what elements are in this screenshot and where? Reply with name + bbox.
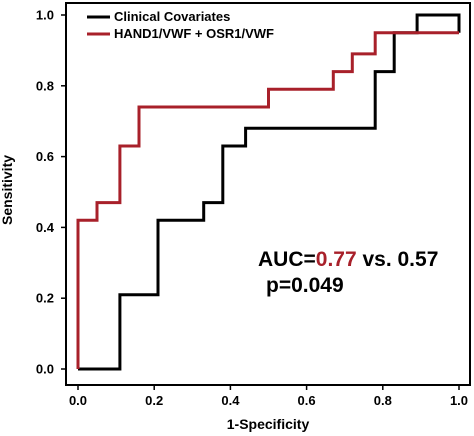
x-tick-label: 1.0 (450, 393, 468, 408)
x-axis-ticks: 0.0 0.2 0.4 0.6 0.8 1.0 (69, 385, 468, 408)
y-tick-label: 0.8 (36, 78, 54, 93)
y-tick-label: 0.6 (36, 149, 54, 164)
auc-annotation: AUC=0.77 vs. 0.57 (258, 248, 438, 271)
clinical-covariates-line (78, 13, 461, 371)
x-tick-label: 0.4 (221, 393, 240, 408)
y-tick-label: 0.4 (36, 220, 55, 235)
p-value-annotation: p=0.049 (266, 274, 344, 297)
y-axis-label: Sensitivity (0, 155, 15, 225)
y-tick-label: 0.0 (36, 362, 54, 377)
y-axis-ticks: 0.0 0.2 0.4 0.6 0.8 1.0 (36, 8, 66, 377)
plot-frame (65, 2, 471, 386)
auc-suffix: vs. 0.57 (357, 248, 439, 271)
x-tick-label: 0.0 (69, 393, 87, 408)
x-axis-label: 1-Specificity (227, 416, 310, 432)
auc-value: 0.77 (316, 248, 357, 271)
auc-prefix: AUC= (258, 248, 316, 271)
hand1-osr1-line (76, 31, 459, 369)
x-tick-label: 0.6 (298, 393, 316, 408)
legend-label-hand1-osr1: HAND1/VWF + OSR1/VWF (114, 26, 274, 41)
legend-label-clinical: Clinical Covariates (114, 9, 230, 24)
x-tick-label: 0.2 (145, 393, 163, 408)
x-tick-label: 0.8 (374, 393, 392, 408)
y-tick-label: 1.0 (36, 8, 54, 23)
legend: Clinical Covariates HAND1/VWF + OSR1/VWF (87, 9, 274, 41)
series-group (76, 13, 461, 371)
y-tick-label: 0.2 (36, 291, 54, 306)
